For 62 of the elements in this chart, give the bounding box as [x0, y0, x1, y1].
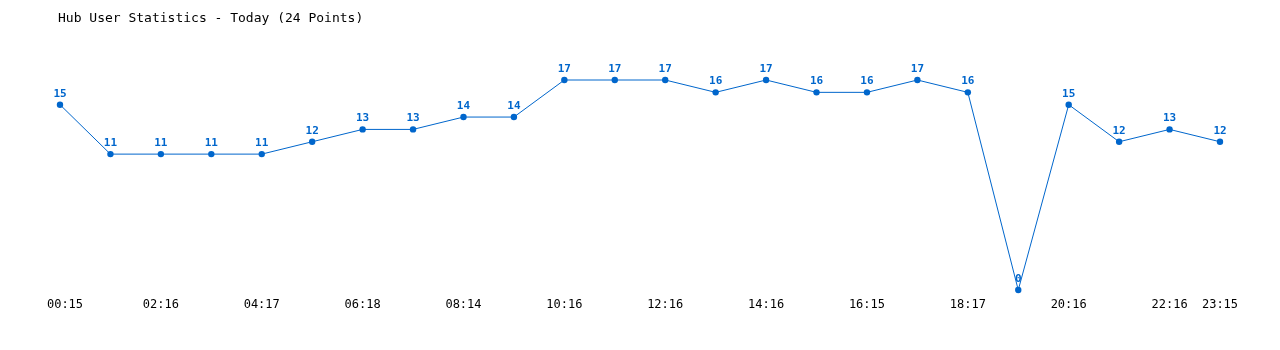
- x-tick-label: 12:16: [647, 297, 684, 311]
- point: [208, 150, 215, 158]
- point: [813, 89, 820, 96]
- point: [460, 113, 467, 121]
- point: [762, 76, 770, 84]
- x-tick-label: 08:14: [445, 297, 482, 311]
- point: [611, 76, 618, 84]
- x-tick-label: 00:15: [46, 297, 84, 311]
- data-label: 15: [53, 86, 67, 100]
- chart-title: Hub User Statistics - Today (24 Points): [58, 10, 364, 25]
- data-label: 17: [608, 62, 622, 75]
- data-label: 11: [103, 136, 118, 150]
- data-label: 11: [154, 136, 168, 150]
- data-label: 14: [507, 99, 521, 113]
- point: [258, 150, 265, 158]
- data-label: 13: [406, 111, 420, 125]
- point: [914, 76, 921, 84]
- point: [561, 76, 568, 84]
- data-label: 17: [759, 62, 773, 75]
- data-label: 11: [204, 136, 219, 150]
- point: [1065, 101, 1072, 108]
- point: [1115, 138, 1123, 145]
- data-label: 16: [709, 74, 723, 88]
- data-label: 17: [910, 62, 925, 75]
- x-tick-label: 02:16: [142, 297, 179, 311]
- x-tick-label: 04:17: [243, 297, 280, 311]
- data-label: 16: [860, 74, 874, 88]
- data-label: 12: [1112, 123, 1126, 137]
- x-tick-label: 14:16: [748, 297, 785, 311]
- point: [863, 89, 871, 96]
- point: [964, 89, 972, 96]
- point: [107, 150, 114, 158]
- point: [308, 138, 316, 145]
- data-label: 11: [255, 136, 269, 150]
- point: [1216, 138, 1224, 145]
- data-label: 15: [1062, 86, 1076, 100]
- data-label: 13: [355, 111, 370, 125]
- x-tick-label: 06:18: [344, 297, 381, 311]
- point: [157, 150, 165, 158]
- point: [510, 113, 518, 121]
- data-label: 0: [1014, 272, 1022, 285]
- data-label: 12: [1213, 123, 1227, 137]
- data-label: 12: [305, 123, 319, 137]
- point: [662, 76, 669, 84]
- data-label: 14: [456, 99, 471, 113]
- x-tick-label: 16:15: [848, 297, 886, 311]
- data-label: 16: [961, 74, 975, 88]
- point: [1015, 286, 1022, 294]
- data-label: 17: [557, 62, 571, 75]
- point: [56, 101, 64, 108]
- x-tick-label: 20:16: [1050, 297, 1087, 311]
- data-label: 13: [1162, 111, 1177, 125]
- point: [409, 126, 417, 133]
- x-tick-label: 23:15: [1201, 297, 1239, 311]
- point: [712, 89, 719, 96]
- x-tick-label: 18:17: [949, 297, 986, 311]
- point: [359, 126, 366, 133]
- point: [1166, 126, 1173, 133]
- x-tick-label: 22:16: [1151, 297, 1188, 311]
- data-label: 16: [809, 74, 824, 88]
- x-tick-label: 10:16: [546, 297, 583, 311]
- data-label: 17: [658, 62, 672, 75]
